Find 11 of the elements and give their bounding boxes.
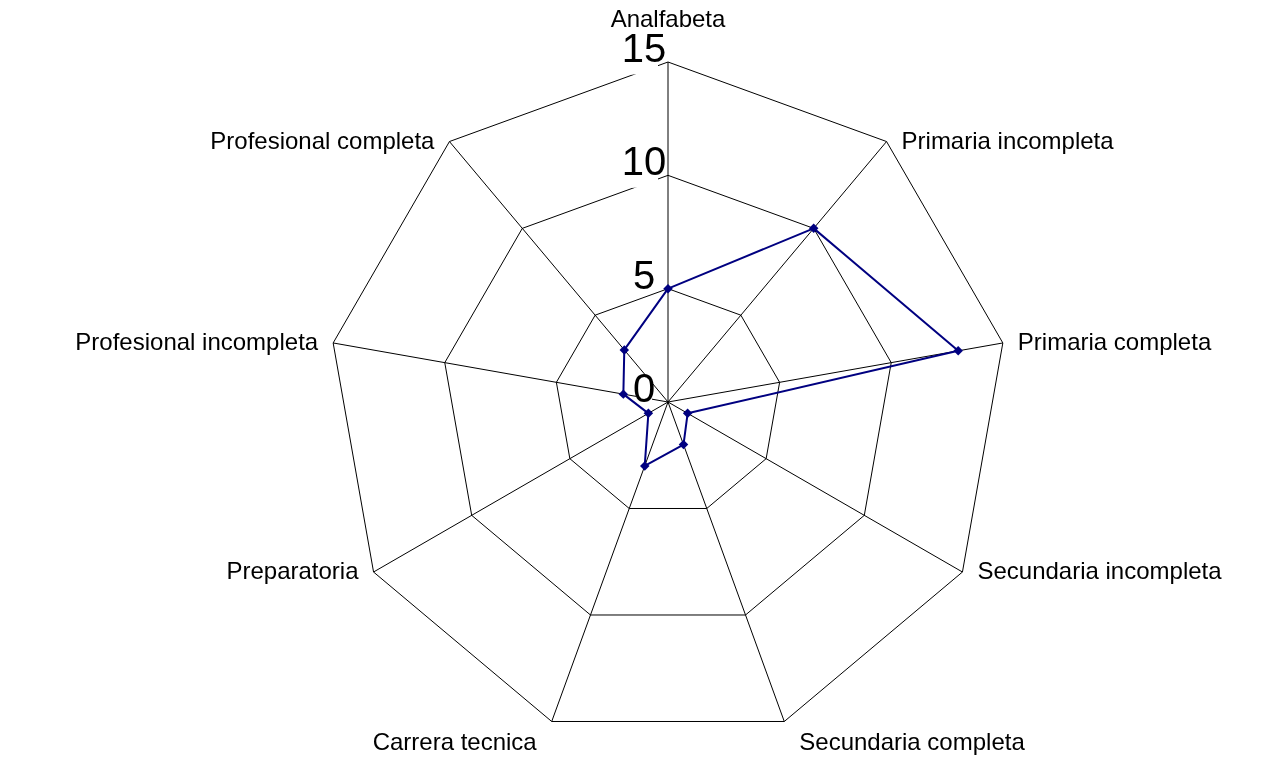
y-tick-label: 10 [621,139,667,184]
spoke-label: Preparatoria [226,557,360,584]
spoke-label: Secundaria incompleta [977,557,1223,584]
y-tick-label: 5 [632,252,656,297]
y-tick-label: 0 [632,366,656,410]
spoke-label: Profesional incompleta [75,327,319,355]
spoke-label: Primaria incompleta [901,126,1115,154]
spoke-label: Carrera tecnica [372,728,538,756]
spoke-label: Secundaria completa [799,728,1026,756]
spoke-label: Primaria completa [1017,327,1212,355]
spoke-label: Profesional completa [210,126,436,154]
